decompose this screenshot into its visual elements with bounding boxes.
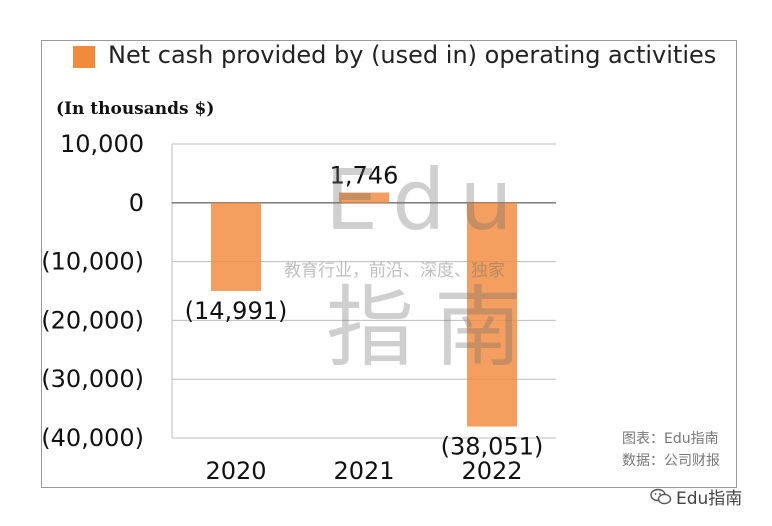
watermark-tagline: 教育行业，前沿、深度、独家 bbox=[284, 261, 505, 281]
x-tick-label-2020: 2020 bbox=[205, 457, 266, 485]
data-label-2021: 1,746 bbox=[330, 162, 399, 190]
y-tick-label: (10,000) bbox=[41, 248, 144, 276]
brand-footer: Edu指南 bbox=[650, 484, 742, 509]
y-tick-label: (40,000) bbox=[41, 424, 144, 452]
watermark-edu: Edu bbox=[325, 151, 527, 249]
legend-label: Net cash provided by (used in) operating… bbox=[108, 41, 717, 69]
legend-swatch bbox=[73, 46, 95, 68]
watermark-zhinan: 指南 bbox=[326, 276, 543, 379]
y-tick-label: 10,000 bbox=[60, 130, 144, 158]
unit-label: (In thousands $) bbox=[56, 99, 215, 119]
bar-2022 bbox=[467, 202, 517, 427]
wechat-icon bbox=[650, 488, 672, 504]
brand-label: Edu指南 bbox=[676, 489, 743, 509]
credit-chart: 图表：Edu指南 bbox=[622, 431, 719, 447]
y-tick-label: (20,000) bbox=[41, 306, 144, 334]
bar-2020 bbox=[211, 202, 261, 291]
data-label-2022: (38,051) bbox=[441, 433, 544, 461]
label-layer: 10,000 0 (10,000) (20,000) (30,000) (40,000) (… bbox=[41, 130, 543, 485]
credit-data: 数据：公司财报 bbox=[622, 453, 720, 469]
y-tick-label: 0 bbox=[129, 189, 144, 217]
bar-layer bbox=[211, 192, 517, 427]
chart-frame bbox=[41, 40, 737, 488]
bar-2021 bbox=[339, 192, 389, 203]
y-tick-label: (30,000) bbox=[41, 365, 144, 393]
data-label-2020: (14,991) bbox=[185, 297, 288, 325]
x-tick-label-2022: 2022 bbox=[461, 457, 522, 485]
x-tick-label-2021: 2021 bbox=[333, 457, 394, 485]
